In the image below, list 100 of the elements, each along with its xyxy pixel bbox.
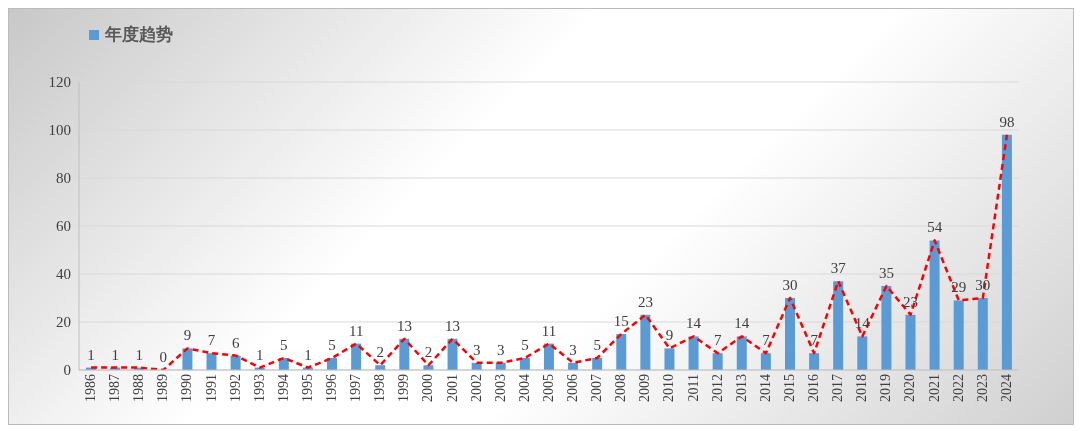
legend-label: 年度趋势 (104, 23, 173, 46)
bar (857, 336, 868, 370)
line-series (89, 133, 1009, 370)
data-label: 23 (637, 293, 653, 310)
data-label: 11 (541, 322, 557, 339)
data-label: 15 (613, 313, 629, 329)
data-label: 7 (207, 332, 216, 349)
data-label: 5 (280, 337, 288, 353)
bar (688, 336, 699, 370)
x-tick-label: 2002 (468, 374, 484, 402)
x-tick-label: 2018 (854, 374, 870, 402)
data-label: 9 (183, 327, 192, 344)
x-tick-label: 2024 (998, 374, 1014, 402)
x-tick-label: 2005 (540, 374, 556, 402)
x-tick-label: 2010 (661, 374, 677, 402)
x-tick-label: 2021 (926, 374, 942, 402)
data-label: 14 (734, 315, 750, 332)
x-tick-label: 2013 (733, 374, 749, 402)
y-tick-label: 60 (56, 218, 71, 235)
x-tick-label: 1989 (155, 374, 171, 402)
data-label: 6 (231, 334, 240, 351)
bar (784, 298, 795, 370)
bar (1001, 134, 1012, 370)
data-label: 3 (569, 341, 577, 358)
x-tick-label: 1988 (131, 374, 147, 402)
x-tick-label: 2014 (757, 374, 773, 402)
data-label: 5 (328, 337, 336, 353)
bar (712, 353, 723, 370)
data-label: 3 (497, 341, 505, 358)
y-tick-label: 120 (48, 74, 71, 91)
x-tick-label: 2012 (709, 374, 725, 402)
data-label: 7 (810, 332, 819, 349)
bar (399, 338, 410, 370)
data-label: 2 (376, 344, 385, 361)
x-tick-label: 1993 (251, 374, 267, 402)
data-label: 1 (304, 346, 312, 363)
x-tick-label: 1991 (203, 374, 219, 402)
data-label: 23 (903, 293, 919, 310)
bar (736, 336, 747, 370)
y-tick-label: 0 (63, 362, 71, 379)
data-label: 5 (521, 337, 529, 353)
data-label: 11 (348, 322, 364, 339)
data-label: 54 (927, 219, 943, 236)
x-tick-label: 2001 (444, 374, 460, 402)
x-tick-label: 1998 (372, 374, 388, 402)
x-tick-label: 2022 (950, 374, 966, 402)
bar (640, 314, 651, 370)
data-label: 35 (878, 265, 894, 281)
data-label: 98 (999, 113, 1015, 130)
bar (616, 334, 627, 370)
data-label: 7 (713, 332, 722, 349)
x-tick-label: 1986 (82, 374, 98, 402)
data-label: 1 (87, 346, 95, 363)
data-label: 1 (135, 346, 144, 363)
data-label: 2 (424, 344, 433, 361)
x-tick-label: 1987 (107, 374, 123, 402)
x-tick-label: 2000 (420, 374, 436, 402)
data-label: 14 (686, 315, 702, 332)
x-tick-label: 2015 (781, 374, 797, 402)
data-label: 3 (472, 341, 481, 358)
x-tick-label: 1999 (396, 374, 412, 402)
x-tick-label: 2009 (637, 374, 653, 402)
x-tick-label: 1992 (227, 374, 243, 402)
bar (833, 281, 844, 370)
x-tick-label: 1996 (324, 374, 340, 402)
y-tick-label: 20 (56, 314, 71, 331)
data-label: 30 (975, 277, 991, 293)
y-tick-label: 100 (48, 122, 71, 139)
x-tick-label: 2020 (902, 374, 918, 402)
data-label: 5 (593, 337, 601, 353)
x-tick-label: 2023 (974, 374, 990, 402)
x-tick-label: 1997 (348, 374, 364, 402)
x-tick-label: 2011 (685, 374, 701, 402)
x-tick-label: 2006 (565, 374, 581, 402)
x-tick-label: 2017 (830, 374, 846, 402)
data-label: 1 (111, 346, 119, 363)
data-label: 37 (830, 260, 847, 277)
y-tick-label: 80 (56, 170, 71, 187)
x-tick-label: 2016 (806, 374, 822, 402)
x-tick-label: 2019 (878, 374, 894, 402)
x-tick-label: 2003 (492, 374, 508, 402)
bar (977, 298, 988, 370)
y-tick-label: 40 (56, 266, 71, 283)
data-label: 29 (951, 279, 967, 296)
x-tick-label: 1994 (275, 374, 291, 402)
bar (809, 353, 820, 370)
bar (664, 348, 675, 370)
data-label: 7 (762, 332, 771, 349)
bar (929, 240, 940, 370)
data-label: 1 (256, 346, 264, 363)
x-tick-label: 2004 (516, 374, 532, 402)
bar (182, 348, 193, 370)
x-tick-label: 1995 (299, 374, 315, 402)
x-tick-label: 1990 (179, 374, 195, 402)
bar (881, 286, 892, 370)
data-label: 30 (782, 277, 798, 293)
bar (905, 314, 916, 370)
data-label: 9 (665, 327, 674, 344)
bar (953, 300, 964, 370)
x-tick-label: 2007 (589, 374, 605, 402)
